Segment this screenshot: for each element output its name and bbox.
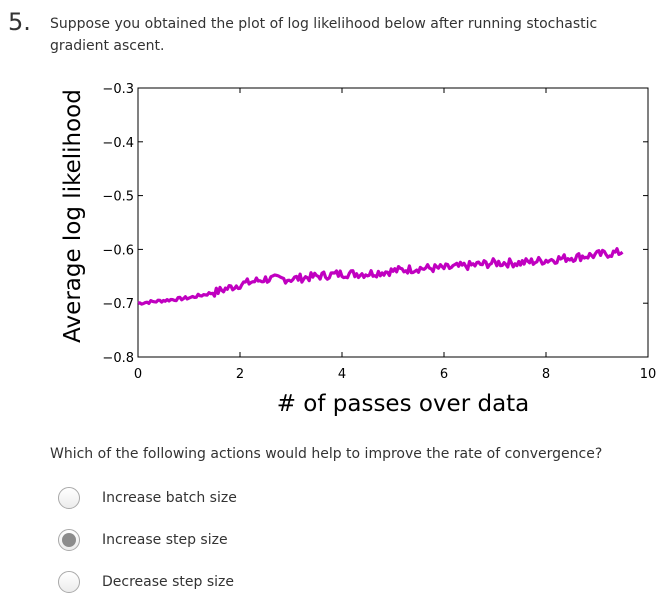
option-label: Increase step size bbox=[102, 532, 228, 548]
x-tick-label: 10 bbox=[640, 367, 657, 382]
log-likelihood-chart: 0 2 4 6 8 10 −0.3 −0.4 −0.5 −0.6 −0.7 −0.8 Average … bbox=[60, 82, 657, 417]
y-tick-label: −0.7 bbox=[102, 297, 134, 312]
x-tick-label: 0 bbox=[134, 367, 142, 382]
x-axis-label: # of passes over data bbox=[277, 391, 530, 417]
question-number: 5. bbox=[8, 8, 31, 36]
y-tick-label: −0.3 bbox=[102, 82, 134, 97]
x-tick-label: 2 bbox=[236, 367, 244, 382]
series-line bbox=[137, 247, 624, 306]
option-label: Decrease step size bbox=[102, 574, 234, 590]
y-tick-label: −0.4 bbox=[102, 136, 134, 151]
question-text: Suppose you obtained the plot of log lik… bbox=[50, 16, 598, 54]
y-tick-label: −0.6 bbox=[102, 243, 134, 258]
question-prompt: Which of the following actions would hel… bbox=[50, 446, 603, 462]
y-tick-label: −0.5 bbox=[102, 190, 134, 205]
y-axis-label: Average log likelihood bbox=[60, 89, 86, 343]
option-decrease-step-size[interactable]: Decrease step size bbox=[58, 571, 234, 593]
option-increase-step-size[interactable]: Increase step size bbox=[58, 529, 228, 551]
option-increase-batch-size[interactable]: Increase batch size bbox=[58, 487, 237, 509]
option-label: Increase batch size bbox=[102, 490, 237, 506]
radio-button[interactable] bbox=[58, 571, 80, 593]
x-tick-label: 4 bbox=[338, 367, 346, 382]
radio-button[interactable] bbox=[58, 487, 80, 509]
plot-area-frame bbox=[137, 87, 649, 358]
x-tick-label: 8 bbox=[542, 367, 550, 382]
x-tick-label: 6 bbox=[440, 367, 448, 382]
y-tick-label: −0.8 bbox=[102, 351, 134, 366]
radio-button-selected[interactable] bbox=[58, 529, 80, 551]
